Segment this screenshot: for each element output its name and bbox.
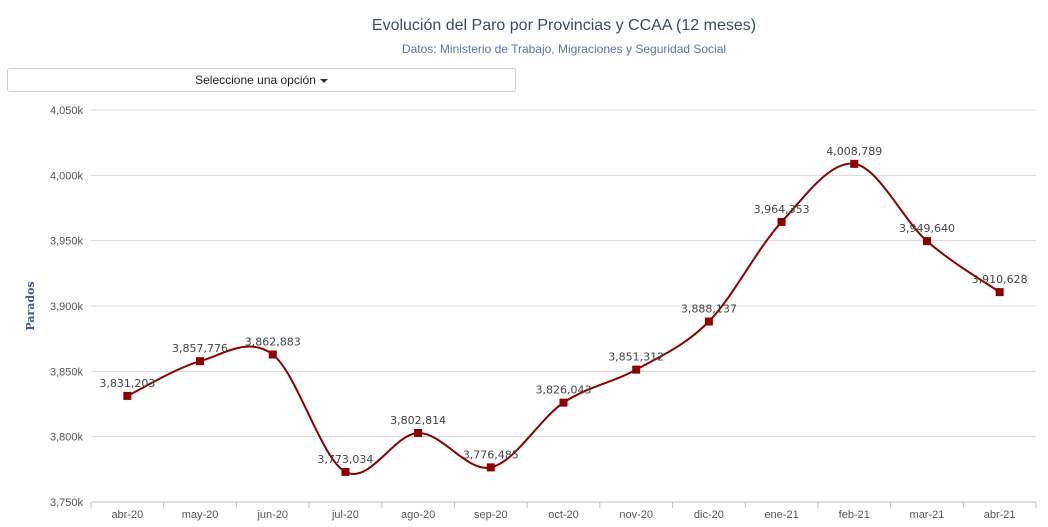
y-tick-label: 3,900k [50,301,84,313]
chart-title: Evolución del Paro por Provincias y CCAA… [371,17,757,34]
x-tick-label: jun-20 [256,509,288,521]
x-tick-label: abr-21 [984,509,1016,521]
y-tick-label: 3,750k [50,497,84,509]
data-point[interactable] [922,237,931,246]
data-point[interactable] [632,365,641,374]
data-point[interactable] [196,357,205,366]
data-label: 3,776,485 [463,448,519,461]
chart-subtitle: Datos: Ministerio de Trabajo, Migracione… [401,42,727,56]
y-tick-label: 4,050k [50,105,84,117]
option-selector-label: Seleccione una opción [195,73,316,87]
x-tick-label: may-20 [182,509,219,521]
data-label: 3,851,312 [608,351,664,364]
option-selector[interactable]: Seleccione una opción [7,68,516,92]
x-tick-label: dic-20 [694,509,724,521]
data-label: 3,831,203 [99,377,155,390]
data-label: 3,910,628 [972,273,1028,286]
data-point[interactable] [777,217,786,226]
x-tick-label: abr-20 [111,509,143,521]
x-tick-label: ago-20 [401,509,435,521]
y-tick-label: 3,850k [50,366,84,378]
x-tick-label: ene-21 [764,509,798,521]
data-label: 4,008,789 [826,145,882,158]
data-label: 3,888,137 [681,303,737,316]
data-point[interactable] [559,398,568,407]
y-tick-label: 4,000k [50,170,84,182]
data-point[interactable] [850,159,859,168]
data-label: 3,826,043 [536,384,592,397]
x-tick-label: sep-20 [474,509,508,521]
y-tick-label: 3,950k [50,236,84,248]
x-tick-label: mar-21 [910,509,945,521]
x-tick-label: oct-20 [548,509,579,521]
caret-down-icon [319,78,328,83]
x-tick-label: feb-21 [839,509,870,521]
data-point[interactable] [486,463,495,472]
data-point[interactable] [341,467,350,476]
data-point[interactable] [123,391,132,400]
x-tick-label: jul-20 [331,509,359,521]
data-point[interactable] [414,428,423,437]
data-label: 3,857,776 [172,342,228,355]
data-point[interactable] [995,288,1004,297]
data-label: 3,862,883 [245,335,301,348]
y-axis-label: Parados [24,281,37,330]
y-tick-label: 3,800k [50,432,84,444]
series-line [126,162,1001,475]
data-point[interactable] [268,350,277,359]
data-point[interactable] [704,317,713,326]
data-label: 3,964,353 [754,203,810,216]
data-label: 3,802,814 [390,414,446,427]
data-label: 3,949,640 [899,222,955,235]
data-label: 3,773,034 [317,453,373,466]
x-tick-label: nov-20 [619,509,653,521]
